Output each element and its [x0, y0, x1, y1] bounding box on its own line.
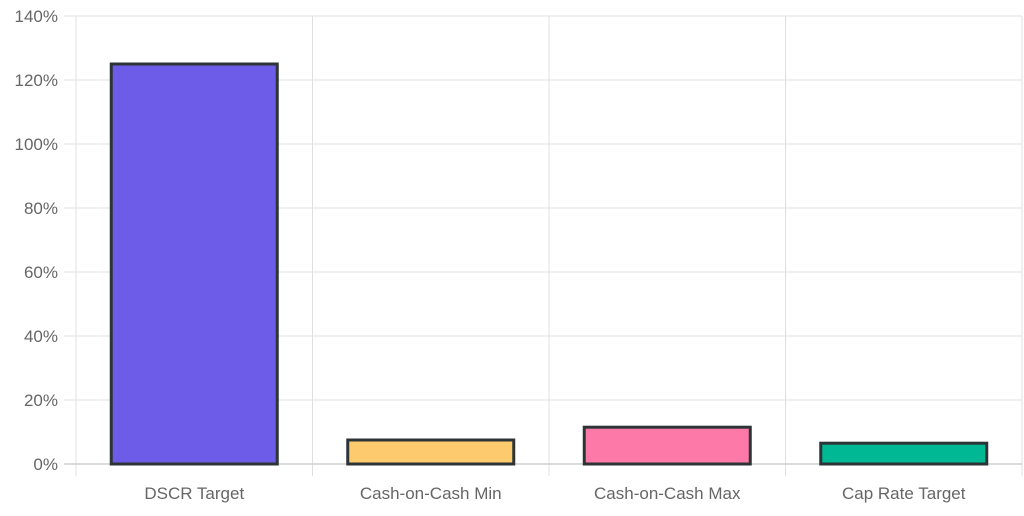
x-tick-label: Cash-on-Cash Min: [360, 484, 502, 503]
x-tick-label: Cap Rate Target: [842, 484, 966, 503]
x-tick-label: Cash-on-Cash Max: [594, 484, 741, 503]
y-tick-label: 80%: [24, 199, 58, 218]
bar-cap-rate-target: [819, 441, 989, 466]
x-tick-label: DSCR Target: [144, 484, 244, 503]
y-tick-label: 100%: [15, 135, 58, 154]
y-tick-label: 20%: [24, 391, 58, 410]
bar-cash-on-cash-min: [346, 438, 516, 466]
y-tick-label: 120%: [15, 71, 58, 90]
y-tick-label: 40%: [24, 327, 58, 346]
y-tick-label: 140%: [15, 7, 58, 26]
y-tick-label: 0%: [33, 455, 58, 474]
bar-dscr-target: [109, 62, 279, 466]
y-tick-label: 60%: [24, 263, 58, 282]
bar-cash-on-cash-max: [582, 425, 752, 466]
